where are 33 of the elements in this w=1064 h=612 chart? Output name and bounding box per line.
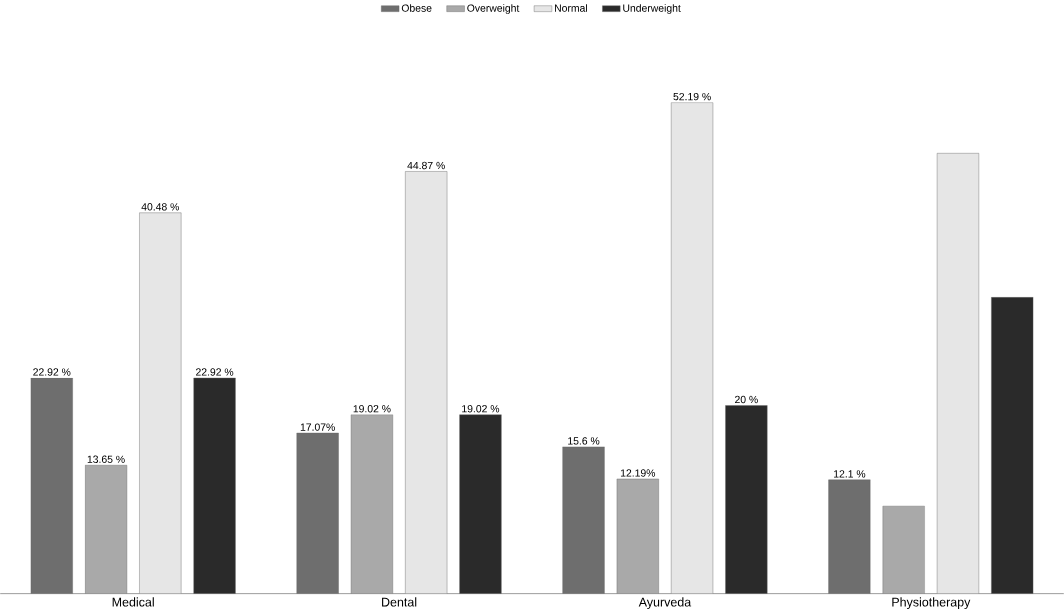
data-label: 17.07% <box>300 423 335 431</box>
data-label: 40.48 % <box>141 202 179 211</box>
data-label: 52.19 % <box>673 92 711 101</box>
data-label: 22.92 % <box>196 368 234 376</box>
x-tick-label: Ayurveda <box>638 597 692 609</box>
data-label: 12.1 % <box>834 470 866 478</box>
bar <box>84 464 128 594</box>
x-tick-label: Dental <box>382 597 417 607</box>
data-label: 15.6 % <box>568 437 600 445</box>
data-label: 20 % <box>735 395 758 403</box>
data-label: 12.19% <box>620 469 656 477</box>
data-label: 13.65 % <box>87 455 125 463</box>
bar <box>936 152 980 594</box>
legend-label: Normal <box>555 3 587 12</box>
bar <box>139 212 182 594</box>
bar <box>991 296 1034 594</box>
x-tick-label: Medical <box>112 597 154 607</box>
bar <box>671 102 714 594</box>
bar <box>193 377 236 594</box>
data-label: 22.92 % <box>33 368 71 376</box>
legend-label: Overweight <box>467 3 520 14</box>
bar <box>405 171 448 594</box>
bar <box>616 478 659 594</box>
bar <box>350 414 393 594</box>
bar <box>459 414 502 594</box>
bar <box>725 405 768 594</box>
bar <box>882 505 925 594</box>
legend-label: Obese <box>401 3 432 12</box>
legend-label: Underweight <box>623 3 681 14</box>
data-label: 19.02 % <box>462 404 500 413</box>
data-label: 44.87 % <box>407 161 445 169</box>
data-label: 19.02 % <box>353 404 391 413</box>
x-tick-label: Physiotherapy <box>892 597 971 609</box>
